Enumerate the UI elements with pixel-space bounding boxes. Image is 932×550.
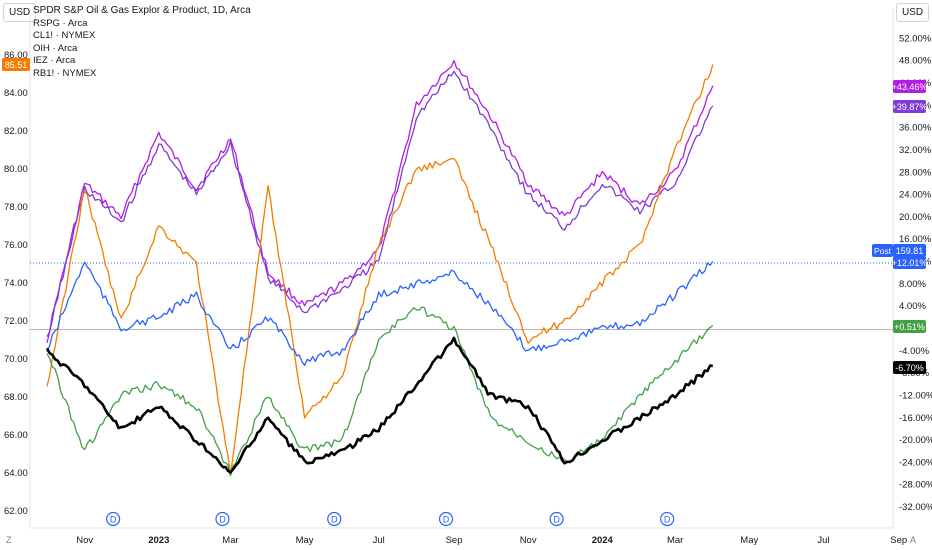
right-value-badge-text: +0.51% <box>894 322 925 332</box>
legend-title[interactable]: SPDR S&P Oil & Gas Explor & Product, 1D,… <box>33 5 251 16</box>
left-tick-label: 72.00 <box>4 316 28 327</box>
right-tick-label: 28.00% <box>899 167 932 178</box>
right-tick-label: 32.00% <box>899 145 932 156</box>
right-tick-label: -12.00% <box>899 390 932 401</box>
left-tick-label: 80.00 <box>4 164 28 175</box>
right-value-badge <box>893 361 926 374</box>
dividend-marker-label: D <box>664 515 671 525</box>
right-tick-label: 36.00% <box>899 123 932 134</box>
x-tick-label: May <box>740 535 758 546</box>
right-tick-label: -16.00% <box>899 413 932 424</box>
x-tick-label: 2023 <box>148 535 169 546</box>
right-value-badge-text: +43.46% <box>892 82 928 92</box>
left-tick-label: 70.00 <box>4 354 28 365</box>
right-value-badge-text: +39.87% <box>892 102 928 112</box>
legend-item-oih[interactable]: OIH · Arca <box>33 42 78 54</box>
series-line-oih <box>46 261 714 366</box>
dividend-marker <box>327 511 342 527</box>
left-tick-label: 82.00 <box>4 126 28 137</box>
dividend-marker-label: D <box>443 515 450 525</box>
right-tick-label: 8.00% <box>899 279 926 290</box>
series-line-rb1! <box>46 59 714 343</box>
left-tick-label: 84.00 <box>4 88 28 99</box>
dividend-marker-label: D <box>219 515 226 525</box>
left-tick-label: 68.00 <box>4 392 28 403</box>
x-tick-label: Mar <box>667 535 683 546</box>
right-value-badge-text: +12.01% <box>892 258 928 268</box>
left-tick-label: 78.00 <box>4 202 28 213</box>
right-tick-label: 48.00% <box>899 56 932 67</box>
legend: SPDR S&P Oil & Gas Explor & Product, 1D,… <box>33 5 251 81</box>
dividend-marker <box>660 511 675 527</box>
x-tick-label: Jul <box>817 535 829 546</box>
post-badge-value-text: 159.81 <box>896 246 924 256</box>
right-value-badge <box>893 100 926 113</box>
right-tick-label: 52.00% <box>899 33 932 44</box>
legend-item-iez[interactable]: IEZ · Arca <box>33 55 76 67</box>
left-price-badge <box>2 58 30 71</box>
series-line-iez <box>46 70 714 338</box>
x-tick-label: Sep <box>890 535 907 546</box>
left-tick-label: 76.00 <box>4 240 28 251</box>
right-tick-label: -20.00% <box>899 435 932 446</box>
x-tick-label: May <box>296 535 314 546</box>
x-tick-label: Jul <box>373 535 385 546</box>
currency-left-button[interactable]: USD <box>3 3 37 22</box>
x-tick-label: Mar <box>222 535 238 546</box>
series-line-rspg <box>45 336 713 474</box>
legend-item-cl1[interactable]: CL1! · NYMEX <box>33 30 96 42</box>
dividend-marker <box>438 511 454 527</box>
right-tick-label: 20.00% <box>899 212 932 223</box>
dividend-marker <box>215 511 230 527</box>
series-line-cl1! <box>46 64 714 475</box>
legend-item-rb1[interactable]: RB1! · NYMEX <box>33 67 97 79</box>
currency-right-button[interactable]: USD <box>896 3 930 22</box>
post-badge-label <box>872 244 893 257</box>
right-value-badge-text: -6.70% <box>895 363 924 373</box>
right-value-badge <box>893 256 926 269</box>
x-tick-label: Sep <box>446 535 463 546</box>
right-tick-label: -28.00% <box>899 480 932 491</box>
right-tick-label: -4.00% <box>899 346 930 357</box>
dividend-marker-label: D <box>110 515 117 525</box>
right-tick-label: -32.00% <box>899 502 932 513</box>
post-badge-value <box>893 244 926 257</box>
timezone-button: Z <box>6 535 12 545</box>
left-tick-label: 64.00 <box>4 468 28 479</box>
left-tick-label: 66.00 <box>4 430 28 441</box>
right-tick-label: 4.00% <box>899 301 926 312</box>
dividend-marker-label: D <box>331 515 338 525</box>
left-price-badge-text: 85.51 <box>5 60 28 70</box>
right-tick-label: 16.00% <box>899 234 932 245</box>
series-line-iez-alt <box>46 306 714 477</box>
x-tick-label: 2024 <box>592 535 614 546</box>
x-tick-label: Nov <box>520 535 537 546</box>
left-tick-label: 74.00 <box>4 278 28 289</box>
right-value-badge <box>893 80 926 93</box>
right-value-badge <box>893 320 926 333</box>
legend-item-rspg[interactable]: RSPG · Arca <box>33 17 88 29</box>
post-badge-label-text: Post <box>874 246 892 256</box>
left-tick-label: 62.00 <box>4 506 28 517</box>
dividend-marker-label: D <box>553 515 560 525</box>
right-tick-label: -24.00% <box>899 457 932 468</box>
left-tick-label: 86.00 <box>4 50 28 61</box>
x-tick-label: Nov <box>76 535 93 546</box>
auto-scale-button: A <box>910 535 916 545</box>
dividend-marker <box>106 511 121 527</box>
right-tick-label: 24.00% <box>899 190 932 201</box>
dividend-marker <box>549 511 564 527</box>
